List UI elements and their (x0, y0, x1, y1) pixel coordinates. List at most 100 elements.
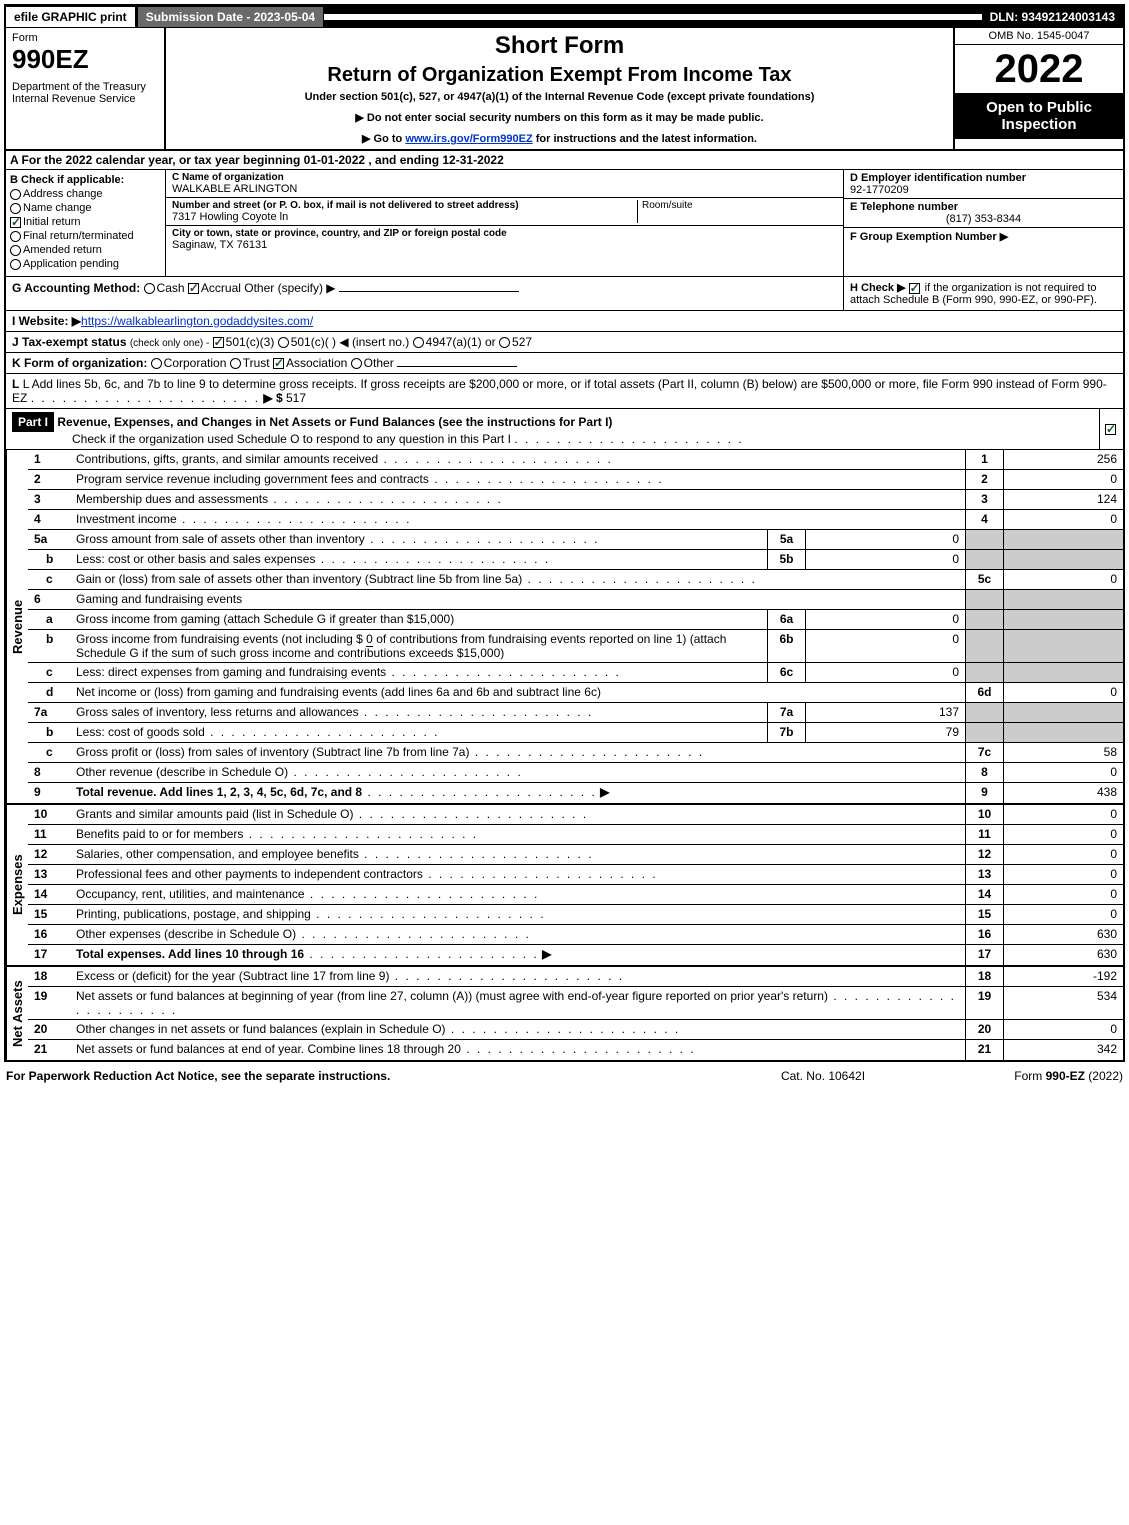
spacer (324, 14, 981, 20)
j-501c3[interactable]: 501(c)(3) (213, 335, 275, 349)
irs-link[interactable]: www.irs.gov/Form990EZ (405, 133, 532, 145)
l-arrow: ▶ $ (263, 391, 282, 405)
f-label: F Group Exemption Number ▶ (850, 230, 1117, 243)
h-label: H Check ▶ (850, 282, 906, 294)
line-5b: bLess: cost or other basis and sales exp… (28, 550, 1123, 570)
tax-year: 2022 (955, 45, 1123, 93)
part1-label: Part I (12, 412, 54, 432)
row-k-org-form: K Form of organization: Corporation Trus… (6, 353, 1123, 374)
header-right: OMB No. 1545-0047 2022 Open to Public In… (953, 28, 1123, 149)
netassets-section: Net Assets 18Excess or (deficit) for the… (6, 967, 1123, 1060)
g-other[interactable]: Other (specify) ▶ (244, 281, 519, 295)
part1-title-cell: Part I Revenue, Expenses, and Changes in… (6, 409, 1099, 449)
form-header: Form 990EZ Department of the Treasury In… (6, 28, 1123, 151)
line-6: 6Gaming and fundraising events (28, 590, 1123, 610)
line-5c: cGain or (loss) from sale of assets othe… (28, 570, 1123, 590)
j-4947[interactable]: 4947(a)(1) or (413, 335, 496, 349)
line-17: 17Total expenses. Add lines 10 through 1… (28, 945, 1123, 965)
expenses-rows: 10Grants and similar amounts paid (list … (28, 805, 1123, 965)
city-label: City or town, state or province, country… (172, 228, 837, 239)
col-c-org: C Name of organization WALKABLE ARLINGTO… (166, 170, 843, 276)
line-11: 11Benefits paid to or for members110 (28, 825, 1123, 845)
line-9: 9Total revenue. Add lines 1, 2, 3, 4, 5c… (28, 783, 1123, 803)
open-inspection: Open to Public Inspection (955, 93, 1123, 139)
city-block: City or town, state or province, country… (166, 226, 843, 253)
submission-date: Submission Date - 2023-05-04 (137, 6, 324, 28)
b-label: B Check if applicable: (10, 174, 124, 186)
form-word: Form (12, 32, 158, 44)
k-assoc[interactable]: Association (273, 356, 347, 370)
row-l-gross: L L Add lines 5b, 6c, and 7b to line 9 t… (6, 374, 1123, 409)
revenue-rows: 1Contributions, gifts, grants, and simil… (28, 450, 1123, 803)
k-corp[interactable]: Corporation (151, 356, 227, 370)
line-16: 16Other expenses (describe in Schedule O… (28, 925, 1123, 945)
city-value: Saginaw, TX 76131 (172, 239, 267, 251)
info-grid: B Check if applicable: Address change Na… (6, 170, 1123, 277)
line-6a: aGross income from gaming (attach Schedu… (28, 610, 1123, 630)
part1-header-row: Part I Revenue, Expenses, and Changes in… (6, 409, 1123, 450)
form-ref: Form 990-EZ (2022) (923, 1069, 1123, 1083)
part1-title: Revenue, Expenses, and Changes in Net As… (57, 415, 612, 429)
cat-no: Cat. No. 10642I (723, 1069, 923, 1083)
g-accrual[interactable]: Accrual (188, 281, 241, 295)
group-exemption: F Group Exemption Number ▶ (844, 228, 1123, 245)
goto-pre: ▶ Go to (362, 133, 405, 145)
goto-post: for instructions and the latest informat… (533, 133, 757, 145)
check-amended[interactable]: Amended return (10, 244, 161, 256)
phone-value: (817) 353-8344 (850, 213, 1117, 225)
k-other[interactable]: Other (351, 356, 517, 370)
phone-block: E Telephone number (817) 353-8344 (844, 199, 1123, 228)
line-14: 14Occupancy, rent, utilities, and mainte… (28, 885, 1123, 905)
h-check[interactable] (909, 283, 920, 294)
l-value: 517 (286, 391, 306, 405)
row-a-calendar: A For the 2022 calendar year, or tax yea… (6, 151, 1123, 170)
line-6c: cLess: direct expenses from gaming and f… (28, 663, 1123, 683)
revenue-section: Revenue 1Contributions, gifts, grants, a… (6, 450, 1123, 805)
short-form-title: Short Form (174, 32, 945, 60)
line-3: 3Membership dues and assessments3124 (28, 490, 1123, 510)
d-label: D Employer identification number (850, 172, 1117, 184)
line-4: 4Investment income40 (28, 510, 1123, 530)
line-13: 13Professional fees and other payments t… (28, 865, 1123, 885)
ein-block: D Employer identification number 92-1770… (844, 170, 1123, 199)
j-527[interactable]: 527 (499, 335, 532, 349)
street-label: Number and street (or P. O. box, if mail… (172, 200, 637, 211)
k-label: K Form of organization: (12, 356, 147, 370)
j-501c[interactable]: 501(c)( ) ◀ (insert no.) (278, 335, 410, 349)
netassets-tab: Net Assets (6, 967, 28, 1060)
check-final-return[interactable]: Final return/terminated (10, 230, 161, 242)
line-18: 18Excess or (deficit) for the year (Subt… (28, 967, 1123, 987)
street-value: 7317 Howling Coyote ln (172, 211, 288, 223)
line-15: 15Printing, publications, postage, and s… (28, 905, 1123, 925)
ssn-note: ▶ Do not enter social security numbers o… (174, 111, 945, 124)
line-21: 21Net assets or fund balances at end of … (28, 1040, 1123, 1060)
check-name-change[interactable]: Name change (10, 202, 161, 214)
line-6d: dNet income or (loss) from gaming and fu… (28, 683, 1123, 703)
part1-check[interactable] (1099, 409, 1123, 449)
omb-number: OMB No. 1545-0047 (955, 28, 1123, 45)
h-schedule-b: H Check ▶ if the organization is not req… (843, 277, 1123, 310)
street-block: Number and street (or P. O. box, if mail… (166, 198, 843, 226)
ein-value: 92-1770209 (850, 184, 909, 196)
line-19: 19Net assets or fund balances at beginni… (28, 987, 1123, 1020)
goto-note: ▶ Go to www.irs.gov/Form990EZ for instru… (174, 132, 945, 145)
header-mid: Short Form Return of Organization Exempt… (166, 28, 953, 149)
page-footer: For Paperwork Reduction Act Notice, see … (0, 1066, 1129, 1086)
k-trust[interactable]: Trust (230, 356, 270, 370)
check-app-pending[interactable]: Application pending (10, 258, 161, 270)
i-label: I Website: ▶ (12, 314, 81, 328)
dln-label: DLN: 93492124003143 (982, 7, 1123, 27)
line-2: 2Program service revenue including gover… (28, 470, 1123, 490)
col-def: D Employer identification number 92-1770… (843, 170, 1123, 276)
room-label: Room/suite (637, 200, 837, 223)
g-cash[interactable]: Cash (144, 281, 185, 295)
website-link[interactable]: https://walkablearlington.godaddysites.c… (81, 314, 313, 328)
c-name-label: C Name of organization (172, 172, 837, 183)
line-7a: 7aGross sales of inventory, less returns… (28, 703, 1123, 723)
org-name-block: C Name of organization WALKABLE ARLINGTO… (166, 170, 843, 198)
check-address-change[interactable]: Address change (10, 188, 161, 200)
check-initial-return[interactable]: Initial return (10, 216, 161, 228)
part1-subtitle: Check if the organization used Schedule … (72, 432, 511, 446)
under-section: Under section 501(c), 527, or 4947(a)(1)… (174, 91, 945, 103)
dept-treasury: Department of the Treasury (12, 81, 158, 93)
